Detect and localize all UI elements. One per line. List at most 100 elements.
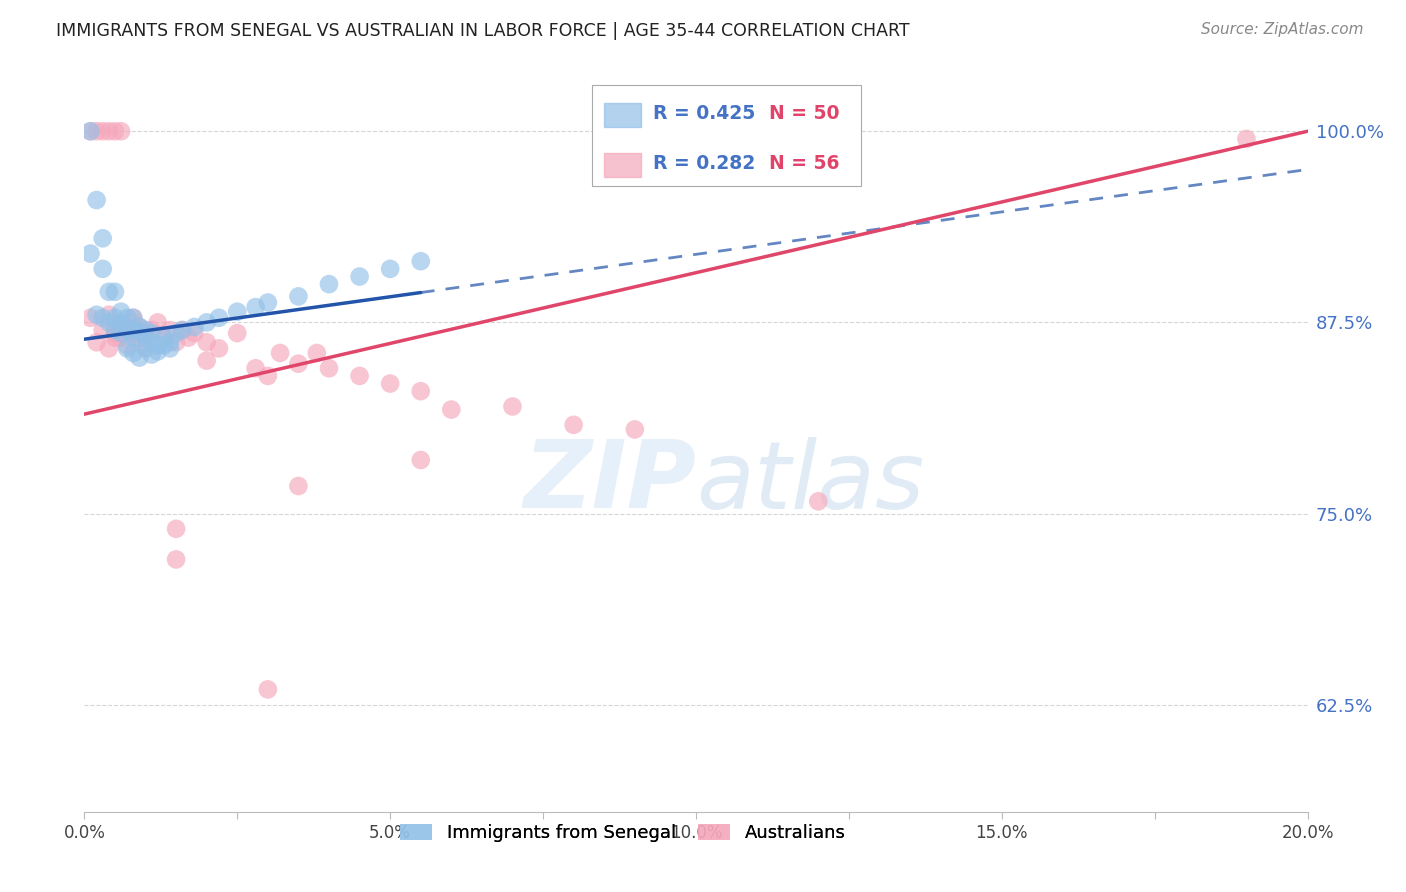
Legend: Immigrants from Senegal, Australians: Immigrants from Senegal, Australians <box>391 815 855 851</box>
Point <box>318 277 340 292</box>
Point <box>104 326 127 340</box>
Point <box>86 335 108 350</box>
Point <box>135 326 157 340</box>
Point <box>128 320 150 334</box>
Bar <box>605 103 641 127</box>
Text: R = 0.282: R = 0.282 <box>654 154 755 173</box>
Text: atlas: atlas <box>696 436 924 527</box>
Point <box>135 342 157 356</box>
Point <box>115 338 138 352</box>
Point <box>440 402 463 417</box>
Point <box>110 304 132 318</box>
Point <box>1236 132 1258 146</box>
Point <box>110 320 132 334</box>
Point <box>79 124 101 138</box>
Point <box>97 285 120 299</box>
Point <box>177 331 200 345</box>
Point <box>226 304 249 318</box>
Point <box>159 323 181 337</box>
Point <box>115 323 138 337</box>
Point <box>502 400 524 414</box>
Point <box>318 361 340 376</box>
Point <box>269 346 291 360</box>
Point <box>104 310 127 325</box>
Point <box>97 315 120 329</box>
Point <box>97 124 120 138</box>
Point <box>122 310 145 325</box>
Point <box>135 323 157 337</box>
Point <box>349 269 371 284</box>
Point <box>153 331 176 345</box>
Point <box>86 124 108 138</box>
Point <box>409 453 432 467</box>
Point <box>97 342 120 356</box>
Point <box>86 308 108 322</box>
Point <box>409 384 432 399</box>
Point <box>208 342 231 356</box>
Point <box>165 522 187 536</box>
Point <box>128 326 150 340</box>
Point <box>141 335 163 350</box>
Point <box>257 682 280 697</box>
Point <box>91 261 114 276</box>
Point <box>183 320 205 334</box>
Point <box>807 494 830 508</box>
Point <box>245 300 267 314</box>
Point <box>257 295 280 310</box>
Point <box>115 342 138 356</box>
Point <box>257 368 280 383</box>
Y-axis label: In Labor Force | Age 35-44: In Labor Force | Age 35-44 <box>0 318 8 557</box>
Point <box>172 323 194 337</box>
Point <box>122 326 145 340</box>
Point <box>122 346 145 360</box>
Point <box>79 310 101 325</box>
Point <box>128 331 150 345</box>
Point <box>146 338 169 352</box>
Point <box>183 326 205 340</box>
Text: Source: ZipAtlas.com: Source: ZipAtlas.com <box>1201 22 1364 37</box>
Point <box>349 368 371 383</box>
Point <box>110 326 132 340</box>
Point <box>165 326 187 340</box>
Point <box>79 246 101 260</box>
Point <box>562 417 585 432</box>
Point <box>195 353 218 368</box>
Text: IMMIGRANTS FROM SENEGAL VS AUSTRALIAN IN LABOR FORCE | AGE 35-44 CORRELATION CHA: IMMIGRANTS FROM SENEGAL VS AUSTRALIAN IN… <box>56 22 910 40</box>
Point <box>159 342 181 356</box>
Point <box>104 124 127 138</box>
Point <box>135 342 157 356</box>
Point <box>104 323 127 337</box>
Point <box>624 422 647 436</box>
Point <box>79 124 101 138</box>
Point <box>165 335 187 350</box>
Point <box>128 320 150 334</box>
Text: R = 0.425: R = 0.425 <box>654 103 755 123</box>
Point <box>122 315 145 329</box>
Point <box>122 310 145 325</box>
Point <box>159 335 181 350</box>
Point <box>122 323 145 337</box>
Point <box>208 310 231 325</box>
Point <box>153 331 176 345</box>
Bar <box>605 153 641 178</box>
FancyBboxPatch shape <box>592 85 860 186</box>
Point <box>141 347 163 361</box>
Point <box>91 310 114 325</box>
Point <box>91 231 114 245</box>
Point <box>110 124 132 138</box>
Text: N = 50: N = 50 <box>769 103 839 123</box>
Point <box>110 315 132 329</box>
Point <box>115 310 138 325</box>
Point <box>146 344 169 359</box>
Point <box>172 323 194 337</box>
Point <box>91 124 114 138</box>
Point <box>104 331 127 345</box>
Point <box>115 323 138 337</box>
Point <box>380 376 402 391</box>
Point <box>305 346 328 360</box>
Point <box>287 357 309 371</box>
Point <box>141 326 163 340</box>
Point <box>287 289 309 303</box>
Point <box>195 315 218 329</box>
Point <box>104 285 127 299</box>
